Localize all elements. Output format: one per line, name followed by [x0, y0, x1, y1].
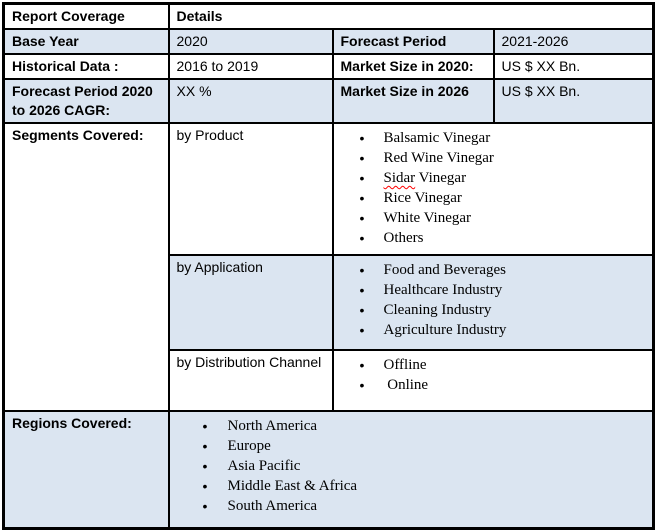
list-item: White Vinegar: [335, 208, 649, 228]
segments-covered-cell: Segments Covered:: [2, 122, 170, 412]
segment-application-items-cell: Food and BeveragesHealthcare IndustryCle…: [331, 254, 655, 351]
list-item: South America: [171, 496, 649, 516]
market-size-2020-label: Market Size in 2020:: [331, 53, 495, 80]
details-header-cell: Details: [167, 2, 655, 30]
list-item: Europe: [171, 436, 649, 456]
segments-product-row: Segments Covered: by Product Balsamic Vi…: [2, 122, 655, 412]
list-item: Red Wine Vinegar: [335, 148, 649, 168]
segment-group-name-application: by Application: [167, 254, 334, 351]
list-item: Offline: [335, 355, 649, 375]
market-size-2020-value: US $ XX Bn.: [492, 53, 655, 80]
regions-row: Regions Covered: North AmericaEuropeAsia…: [2, 410, 655, 529]
forecast-period-label: Forecast Period: [331, 28, 495, 55]
historical-data-row: Historical Data : 2016 to 2019 Market Si…: [2, 53, 655, 80]
list-item: Online: [335, 375, 649, 395]
list-item: Cleaning Industry: [335, 300, 649, 320]
distribution-items-list: Offline Online: [335, 352, 652, 401]
list-item: North America: [171, 416, 649, 436]
list-item: Middle East & Africa: [171, 476, 649, 496]
list-item: Balsamic Vinegar: [335, 128, 649, 148]
cagr-label: Forecast Period 2020 to 2026 CAGR:: [2, 78, 170, 124]
list-item: Healthcare Industry: [335, 280, 649, 300]
segment-group-name-distribution: by Distribution Channel: [167, 349, 334, 412]
list-item: Sidar Vinegar: [335, 168, 649, 188]
header-row: Report Coverage Details: [2, 2, 655, 30]
application-items-list: Food and BeveragesHealthcare IndustryCle…: [335, 257, 652, 346]
list-item: Food and Beverages: [335, 260, 649, 280]
segment-product-items-cell: Balsamic VinegarRed Wine VinegarSidar Vi…: [331, 122, 655, 256]
historical-data-label: Historical Data :: [2, 53, 170, 80]
base-year-value: 2020: [167, 28, 334, 55]
list-item: Asia Pacific: [171, 456, 649, 476]
segments-distribution-row: by Distribution Channel Offline Online: [4, 349, 655, 412]
report-coverage-header-cell: Report Coverage: [2, 2, 170, 30]
regions-covered-cell: Regions Covered:: [2, 410, 170, 529]
regions-items-cell: North AmericaEuropeAsia PacificMiddle Ea…: [167, 410, 655, 529]
list-item: Agriculture Industry: [335, 320, 649, 340]
segments-application-row: by Application Food and BeveragesHealthc…: [4, 254, 655, 351]
forecast-period-value: 2021-2026: [492, 28, 655, 55]
list-item: Rice Vinegar: [335, 188, 649, 208]
segment-group-name-product: by Product: [167, 122, 334, 256]
product-items-list: Balsamic VinegarRed Wine VinegarSidar Vi…: [335, 125, 652, 253]
market-size-2026-label: Market Size in 2026: [331, 78, 495, 124]
list-item: Others: [335, 228, 649, 248]
market-size-2026-value: US $ XX Bn.: [492, 78, 655, 124]
base-year-label: Base Year: [2, 28, 170, 55]
cagr-row: Forecast Period 2020 to 2026 CAGR: XX % …: [2, 78, 655, 124]
segment-distribution-items-cell: Offline Online: [331, 349, 655, 412]
base-year-row: Base Year 2020 Forecast Period 2021-2026: [2, 28, 655, 55]
misspelled-word: Sidar: [383, 170, 416, 186]
historical-data-value: 2016 to 2019: [167, 53, 334, 80]
cagr-value: XX %: [167, 78, 334, 124]
regions-list: North AmericaEuropeAsia PacificMiddle Ea…: [171, 413, 652, 522]
